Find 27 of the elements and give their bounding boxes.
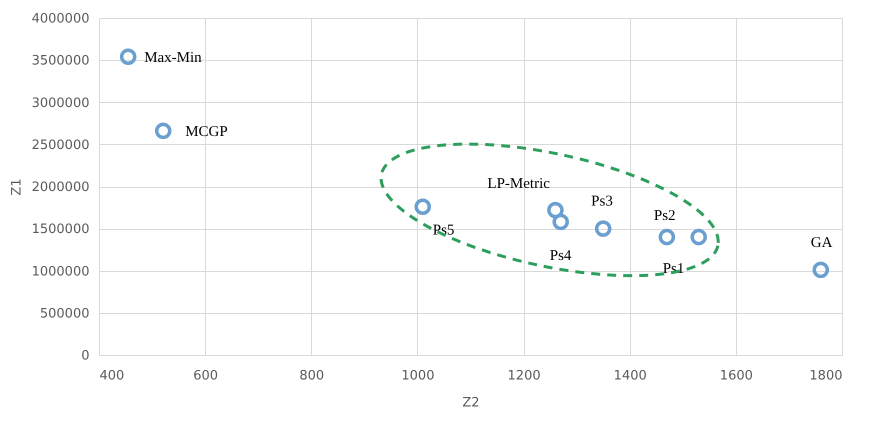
annotation: Ps2 bbox=[654, 208, 676, 224]
annotation: Ps4 bbox=[550, 248, 572, 264]
x-tick-label: 1600 bbox=[720, 368, 753, 384]
y-tick-label: 4000000 bbox=[32, 12, 90, 26]
annotation: LP-Metric bbox=[487, 176, 550, 192]
y-tick-label: 2000000 bbox=[32, 180, 90, 195]
x-tick-label: 400 bbox=[100, 368, 124, 384]
y-tick-label: 1500000 bbox=[32, 222, 90, 238]
x-axis-title: Z2 bbox=[462, 396, 480, 410]
x-tick-label: 1400 bbox=[614, 368, 647, 384]
y-tick-label: 3500000 bbox=[32, 54, 90, 69]
annotation: MCGP bbox=[185, 124, 228, 140]
annotation: GA bbox=[810, 234, 833, 251]
y-tick-label: 2500000 bbox=[32, 138, 90, 153]
y-tick-label: 0 bbox=[81, 348, 90, 364]
annotation: Ps5 bbox=[432, 222, 454, 239]
y-tick-label: 3000000 bbox=[32, 96, 90, 111]
annotation: Max-Min bbox=[144, 50, 202, 66]
y-axis-title: Z1 bbox=[10, 178, 25, 196]
x-tick-label: 1800 bbox=[809, 368, 842, 384]
annotation: Ps3 bbox=[591, 194, 613, 210]
y-tick-label: 1000000 bbox=[32, 264, 90, 280]
x-tick-label: 1200 bbox=[508, 368, 541, 384]
x-tick-label: 600 bbox=[193, 368, 218, 384]
y-tick-label: 500000 bbox=[40, 306, 90, 322]
x-tick-label: 1000 bbox=[401, 368, 434, 384]
x-tick-label: 800 bbox=[299, 368, 324, 384]
